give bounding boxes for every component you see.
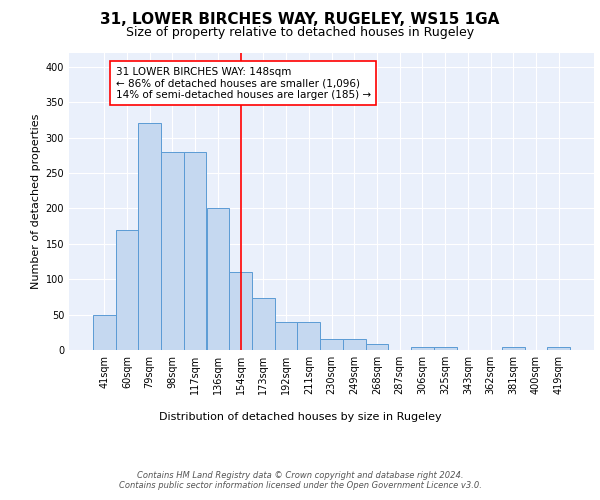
Bar (161, 152, 184, 350)
Bar (434, 347, 457, 350)
Bar (365, 344, 388, 350)
Bar (298, 322, 320, 350)
Bar (343, 338, 365, 350)
Text: Contains HM Land Registry data © Crown copyright and database right 2024.
Contai: Contains HM Land Registry data © Crown c… (119, 470, 481, 490)
Text: Size of property relative to detached houses in Rugeley: Size of property relative to detached ho… (126, 26, 474, 39)
Bar (229, 272, 252, 350)
Bar (206, 208, 229, 350)
Bar (184, 152, 206, 350)
Bar (320, 338, 343, 350)
Bar (252, 298, 275, 350)
Text: 31 LOWER BIRCHES WAY: 148sqm
← 86% of detached houses are smaller (1,096)
14% of: 31 LOWER BIRCHES WAY: 148sqm ← 86% of de… (116, 66, 371, 100)
Bar (547, 347, 570, 350)
Bar (502, 347, 524, 350)
Bar (93, 314, 116, 350)
Bar (116, 230, 139, 350)
Text: 31, LOWER BIRCHES WAY, RUGELEY, WS15 1GA: 31, LOWER BIRCHES WAY, RUGELEY, WS15 1GA (100, 12, 500, 28)
Y-axis label: Number of detached properties: Number of detached properties (31, 114, 41, 289)
Bar (139, 124, 161, 350)
Bar (275, 322, 298, 350)
Text: Distribution of detached houses by size in Rugeley: Distribution of detached houses by size … (158, 412, 442, 422)
Bar (411, 347, 434, 350)
